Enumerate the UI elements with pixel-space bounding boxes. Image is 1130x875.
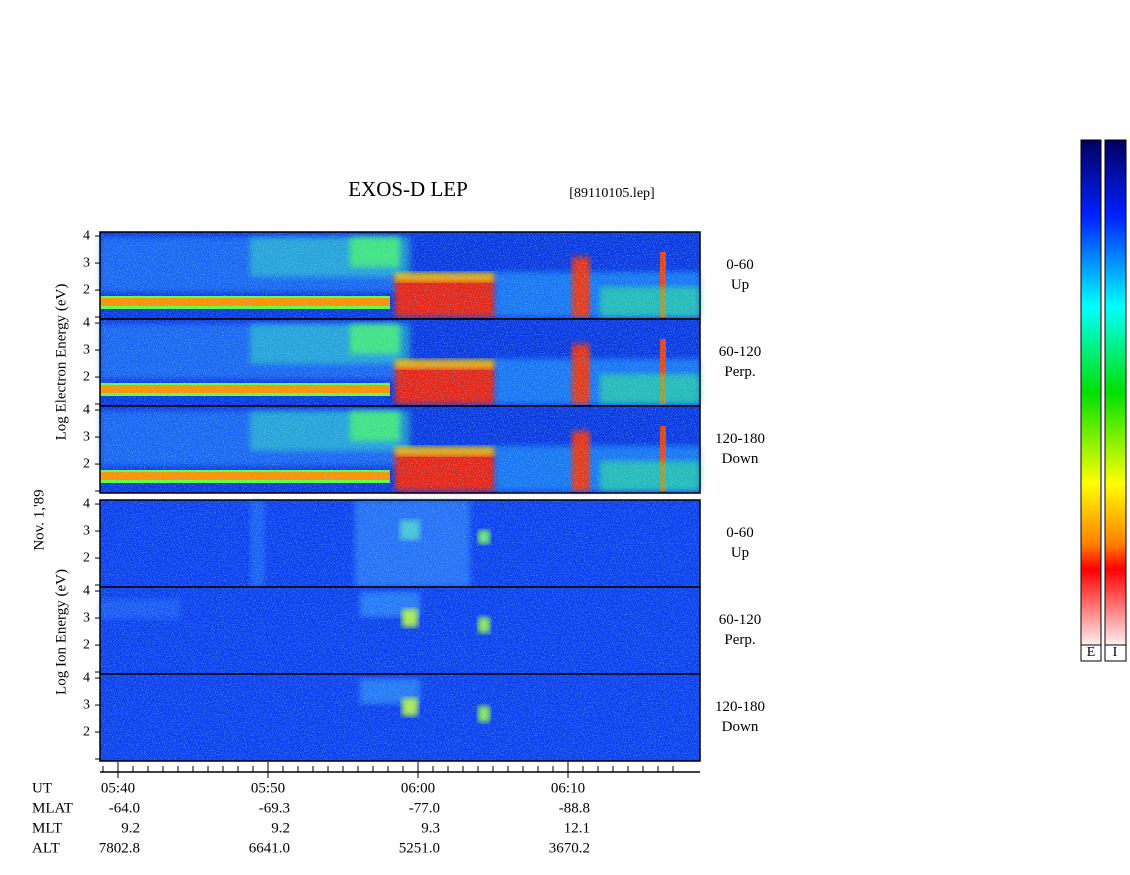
time-tick-label: 06:10 xyxy=(551,780,585,796)
panel-direction: Up xyxy=(731,545,749,561)
orbit-value: -77.0 xyxy=(409,800,440,816)
panel-angle: 0-60 xyxy=(726,257,754,273)
y-tick-label: 2 xyxy=(83,369,90,384)
orbit-value: -64.0 xyxy=(109,800,140,816)
y-tick-label: 4 xyxy=(83,670,90,685)
orbit-value: 12.1 xyxy=(564,820,590,836)
time-tick-label: 05:50 xyxy=(251,780,285,796)
orbit-value: 9.3 xyxy=(421,820,440,836)
title: EXOS-D LEP xyxy=(348,177,468,201)
colorbar-label-box xyxy=(1080,644,1102,662)
ion-y-label: Log Ion Energy (eV) xyxy=(53,569,69,695)
orbit-value: 9.2 xyxy=(121,820,140,836)
orbit-table: UT MLAT -64.0 -69.3 -77.0 -88.8 MLT 9.2 9.2 9.3 12… xyxy=(32,780,590,856)
orbit-value: -69.3 xyxy=(259,800,290,816)
spectrograms: 2 3 4 0-60 Up 2 3 4 60-120 Perp. 2 3 4 120-180 Down 2 3 4… xyxy=(83,228,765,762)
panel-frame xyxy=(99,405,701,494)
spectrogram-panel: 2 3 4 60-120 Perp. xyxy=(83,315,762,407)
file-name: [89110105.lep] xyxy=(569,186,654,201)
orbit-value: 3670.2 xyxy=(549,840,590,856)
date-label: Nov. 1,'89 xyxy=(31,489,47,550)
y-tick-label: 4 xyxy=(83,228,90,243)
spectrogram-panel: 2 3 4 120-180 Down xyxy=(83,670,765,762)
y-tick-label: 2 xyxy=(83,637,90,652)
y-tick-label: 2 xyxy=(83,550,90,565)
orbit-value: -88.8 xyxy=(559,800,590,816)
orbit-row-name: MLAT xyxy=(32,800,73,816)
y-tick-label: 3 xyxy=(83,610,90,625)
colorbar-label-box xyxy=(1104,644,1127,662)
y-tick-label: 3 xyxy=(83,342,90,357)
orbit-value: 9.2 xyxy=(271,820,290,836)
colorbar-ion xyxy=(1104,139,1127,646)
spectrogram-panel: 2 3 4 60-120 Perp. xyxy=(83,583,762,675)
y-tick-label: 2 xyxy=(83,282,90,297)
panel-direction: Down xyxy=(722,719,759,735)
orbit-value: 7802.8 xyxy=(99,840,140,856)
time-tick-label: 05:40 xyxy=(101,780,135,796)
y-tick-label: 3 xyxy=(83,697,90,712)
panel-angle: 60-120 xyxy=(719,612,762,628)
colorbar-label: I xyxy=(1113,645,1118,660)
panel-direction: Up xyxy=(731,277,749,293)
time-tick-label: 06:00 xyxy=(401,780,435,796)
time-axis: 05:40 05:50 06:00 06:10 xyxy=(100,762,700,796)
colorbar-label: E xyxy=(1087,645,1096,660)
orbit-value: 5251.0 xyxy=(399,840,440,856)
panel-angle: 60-120 xyxy=(719,344,762,360)
orbit-row-name: UT xyxy=(32,780,52,796)
panel-angle: 0-60 xyxy=(726,525,754,541)
orbit-value: 6641.0 xyxy=(249,840,290,856)
y-tick-label: 2 xyxy=(83,456,90,471)
orbit-row-name: ALT xyxy=(32,840,60,856)
y-tick-label: 4 xyxy=(83,402,90,417)
spectrogram-panel: 2 3 4 0-60 Up xyxy=(83,228,754,320)
spectrogram-dropouts xyxy=(100,406,700,493)
panel-direction: Down xyxy=(722,451,759,467)
panel-angle: 120-180 xyxy=(715,699,765,715)
panel-angle: 120-180 xyxy=(715,431,765,447)
spectrogram-dropouts xyxy=(100,500,700,587)
y-tick-label: 2 xyxy=(83,724,90,739)
spectrogram-panel: 2 3 4 120-180 Down xyxy=(83,402,765,494)
spectrogram-panel: 2 3 4 0-60 Up xyxy=(83,496,754,588)
y-tick-label: 4 xyxy=(83,583,90,598)
spectrogram-dropouts xyxy=(100,319,700,406)
colorbars: E I xyxy=(1080,139,1127,662)
panel-direction: Perp. xyxy=(724,364,755,380)
colorbar-electron xyxy=(1080,139,1102,646)
spectrogram-noise xyxy=(100,232,700,319)
orbit-row-name: MLT xyxy=(32,820,62,836)
panel-direction: Perp. xyxy=(724,632,755,648)
y-tick-label: 3 xyxy=(83,255,90,270)
electron-y-label: Log Electron Energy (eV) xyxy=(53,284,69,441)
y-tick-label: 4 xyxy=(83,315,90,330)
spectrogram-dropouts xyxy=(100,674,700,761)
y-tick-label: 4 xyxy=(83,496,90,511)
spectrogram-dropouts xyxy=(100,587,700,674)
y-tick-label: 3 xyxy=(83,523,90,538)
y-tick-label: 3 xyxy=(83,429,90,444)
panel-frame xyxy=(99,673,701,762)
